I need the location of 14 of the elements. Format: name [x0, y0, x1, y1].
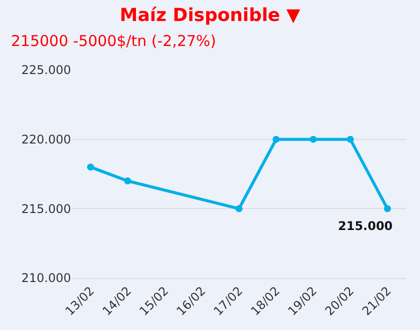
point — [310, 136, 317, 143]
y-tick-label: 220.000 — [21, 132, 71, 147]
point — [346, 136, 354, 143]
y-tick-label: 210.000 — [21, 271, 71, 286]
point — [124, 177, 132, 184]
point — [272, 136, 280, 143]
chart-title: Maíz Disponible ▼ — [120, 4, 300, 26]
point — [236, 205, 242, 212]
y-tick-label: 215.000 — [21, 202, 71, 216]
y-tick-label: 225.000 — [21, 63, 71, 78]
point — [384, 205, 391, 212]
point — [87, 164, 94, 171]
chart-subtitle: 215000 -5000$/tn (-2,27%) — [11, 32, 216, 50]
annotation: 215.000 — [338, 219, 393, 233]
